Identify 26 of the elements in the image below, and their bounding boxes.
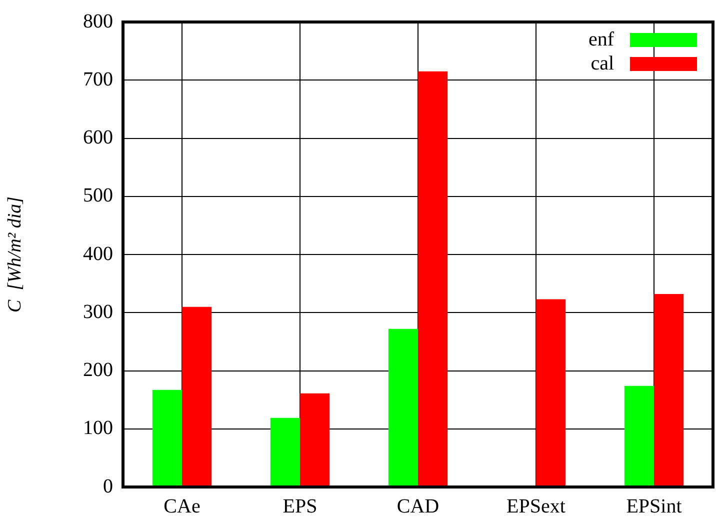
bar: [270, 418, 300, 486]
y-tick-label: 400: [83, 242, 113, 265]
bar: [418, 71, 448, 486]
x-tick-label: EPS: [282, 495, 318, 518]
x-tick-label: CAe: [164, 495, 200, 518]
y-tick-label: 0: [103, 475, 113, 498]
y-tick-label: 100: [83, 417, 113, 440]
y-tick-label: 300: [83, 300, 113, 323]
bar: [624, 386, 654, 486]
x-tick-label: CAD: [396, 495, 440, 518]
legend-label: cal: [590, 52, 614, 74]
y-tick-label: 800: [83, 10, 113, 32]
y-tick-label: 200: [83, 359, 113, 381]
y-axis-title: C [Wh/m² dia]: [4, 196, 26, 313]
y-tick-label: 600: [83, 126, 113, 148]
bar: [152, 390, 182, 486]
x-tick-label: EPSext: [506, 495, 566, 518]
bar: [654, 294, 684, 486]
y-tick-label: 500: [83, 184, 113, 207]
legend-label: enf: [588, 28, 614, 50]
bar: [182, 306, 212, 486]
bar: [536, 299, 566, 486]
x-tick-label: EPSint: [626, 495, 682, 518]
y-tick-label: 700: [83, 68, 113, 90]
bar: [388, 328, 418, 486]
bar: [300, 393, 330, 486]
